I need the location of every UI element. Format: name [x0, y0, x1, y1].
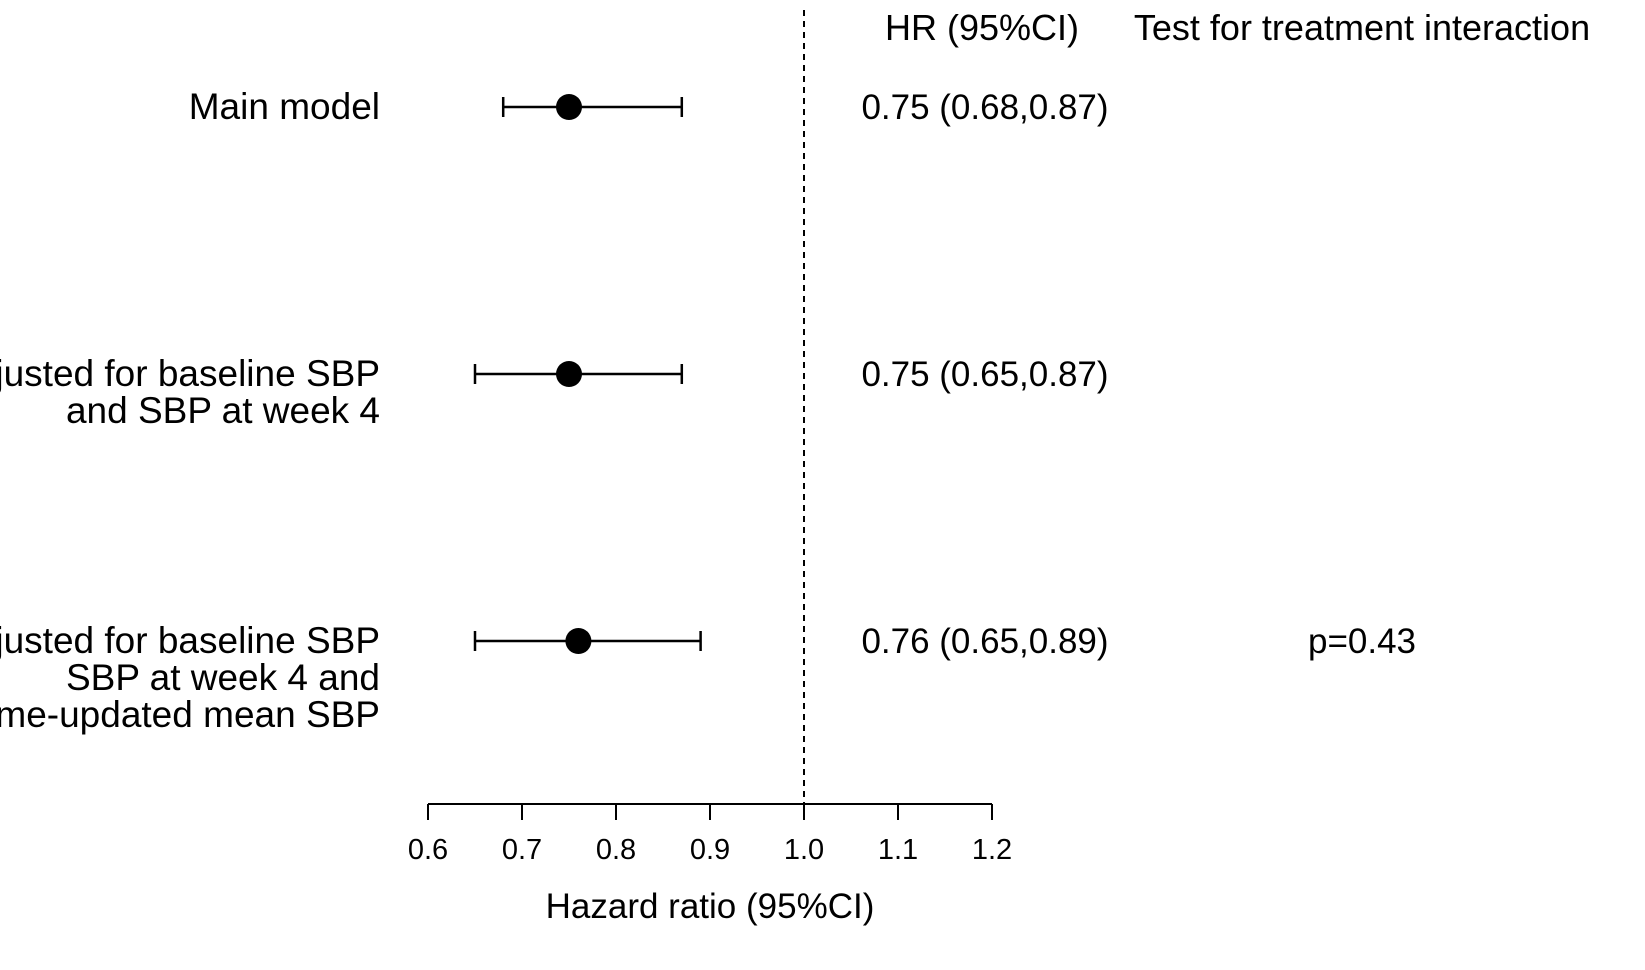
x-tick-label: 0.6 — [408, 834, 448, 866]
row-label-line: Main model — [189, 86, 380, 127]
hr-value-text: 0.76 (0.65,0.89) — [861, 622, 1108, 661]
row-label-line: SBP at week 4 and — [66, 657, 380, 698]
x-tick-label: 0.7 — [502, 834, 542, 866]
x-axis: Hazard ratio (95%CI) 0.6 0.7 0.8 0.9 1.0 1.1 1… — [408, 803, 1012, 926]
hr-column-header: HR (95%CI) — [885, 7, 1079, 48]
row-label-line: and SBP at week 4 — [66, 390, 380, 431]
hr-point — [565, 628, 592, 654]
x-tick-label: 0.8 — [596, 834, 636, 866]
column-headers: HR (95%CI) Test for treatment interactio… — [885, 7, 1590, 48]
row-label-line: Adjusted for baseline SBP — [0, 620, 380, 661]
interaction-column-header: Test for treatment interaction — [1134, 7, 1590, 48]
hr-point — [556, 361, 582, 387]
forest-row: Main model 0.75 (0.68,0.87) — [189, 86, 1109, 127]
hr-value-text: 0.75 (0.65,0.87) — [861, 355, 1108, 394]
rows-layer: Main model 0.75 (0.68,0.87) Adjusted for b… — [0, 86, 1416, 735]
x-tick-label: 1.2 — [972, 834, 1012, 866]
hr-point — [556, 94, 582, 120]
x-tick-label: 1.0 — [784, 834, 824, 866]
interaction-p-value: p=0.43 — [1308, 622, 1416, 661]
x-axis-title: Hazard ratio (95%CI) — [546, 887, 875, 926]
x-tick-label: 0.9 — [690, 834, 730, 866]
x-tick-label: 1.1 — [878, 834, 918, 866]
row-label-line: Adjusted for baseline SBP — [0, 353, 380, 394]
row-label-line: time-updated mean SBP — [0, 694, 380, 735]
hr-value-text: 0.75 (0.68,0.87) — [861, 88, 1108, 127]
